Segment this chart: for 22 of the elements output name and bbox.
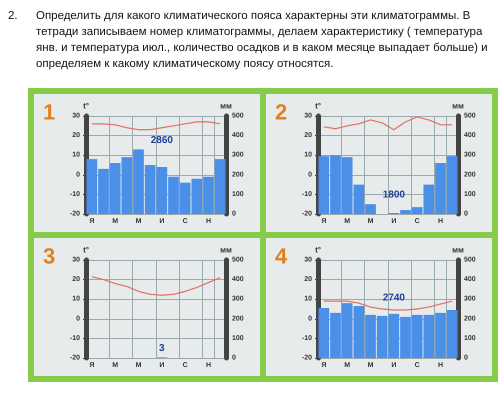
chart-title: 2 (275, 100, 288, 124)
chart-title: 1 (43, 100, 56, 124)
line-series (323, 116, 453, 130)
text: 2. (8, 9, 19, 24)
annotation: 2740 (382, 292, 406, 304)
y2-axis-title: мм (220, 246, 232, 254)
y-axis-title: t° (315, 246, 321, 254)
annotation: 2860 (150, 134, 174, 146)
y-axis-title: t° (315, 102, 321, 110)
line-series (91, 121, 221, 130)
y2-axis-title: мм (220, 102, 232, 110)
y-axis-title: t° (83, 246, 89, 254)
chart-title: 4 (275, 244, 288, 268)
y2-axis-title: мм (452, 102, 464, 110)
line-series (91, 276, 221, 296)
y2-axis-title: мм (452, 246, 464, 254)
text: 3 (159, 342, 166, 354)
text: 3 (43, 244, 56, 268)
annotation: 1800 (382, 190, 406, 201)
text: Определить для какого климатического пояса характерны эти климатограммы. В тетради записываем номер климатограммы, делаем характеристику ( температура янв. и температура июл., количество осадков и в каком месяце выпадает больше) и определяем к какому климатическому поясу относятся. (36, 9, 489, 72)
line-series (323, 300, 453, 311)
y-axis-title: t° (83, 102, 89, 110)
